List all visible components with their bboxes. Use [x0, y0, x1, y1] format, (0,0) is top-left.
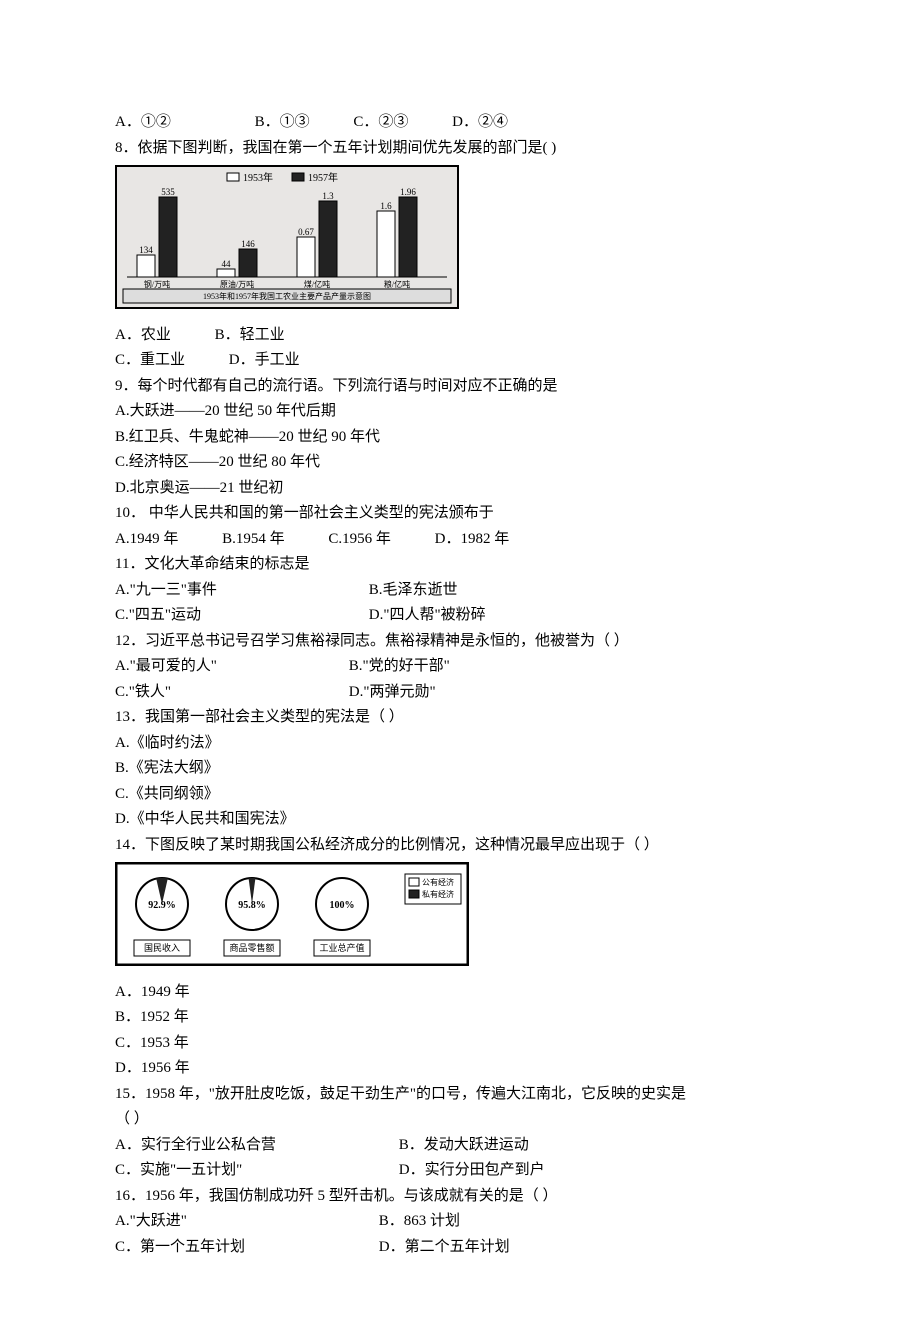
q8-opt-c: C．重工业: [115, 352, 185, 368]
q11-opt-a: A."九一三"事件: [115, 578, 365, 604]
q10-opt-a: A.1949 年: [115, 531, 178, 547]
q15-opt-b: B．发动大跃进运动: [399, 1137, 529, 1153]
q10-opt-c: C.1956 年: [328, 531, 391, 547]
q15-opt-d: D．实行分田包产到户: [399, 1162, 545, 1178]
q16-opt-c: C．第一个五年计划: [115, 1235, 375, 1261]
q8-opts-row1: A．农业 B．轻工业: [115, 323, 805, 349]
q11-opt-b: B.毛泽东逝世: [369, 582, 458, 598]
svg-text:原油/万吨: 原油/万吨: [220, 279, 254, 289]
svg-text:134: 134: [139, 245, 153, 255]
svg-text:1953年和1957年我国工农业主要产品产量示意图: 1953年和1957年我国工农业主要产品产量示意图: [203, 291, 371, 301]
svg-text:1.6: 1.6: [380, 201, 392, 211]
svg-text:工业总产值: 工业总产值: [319, 942, 364, 953]
svg-text:1957年: 1957年: [308, 171, 338, 184]
svg-text:商品零售额: 商品零售额: [229, 942, 274, 953]
q9-stem: 9．每个时代都有自己的流行语。下列流行语与时间对应不正确的是: [115, 374, 805, 400]
q14-pie-chart: 92.9% 国民收入 95.8% 商品零售额 100% 工业总产值 公有经济私有经济: [117, 864, 467, 964]
svg-text:煤/亿吨: 煤/亿吨: [304, 279, 330, 289]
q11-stem: 11．文化大革命结束的标志是: [115, 552, 805, 578]
svg-text:535: 535: [161, 187, 175, 197]
svg-text:1.96: 1.96: [400, 187, 416, 197]
q12-row1: A."最可爱的人" B."党的好干部": [115, 654, 805, 680]
q8-opt-a: A．农业: [115, 327, 171, 343]
q8-opt-d: D．手工业: [229, 352, 300, 368]
svg-text:公有经济: 公有经济: [422, 877, 454, 887]
q12-opt-d: D."两弹元勋": [349, 684, 436, 700]
q13-opt-c: C.《共同纲领》: [115, 782, 805, 808]
svg-text:1953年: 1953年: [243, 171, 273, 184]
q16-opt-a: A."大跃进": [115, 1209, 375, 1235]
svg-text:0.67: 0.67: [298, 227, 314, 237]
q16-opt-b: B．863 计划: [379, 1213, 460, 1229]
q16-row1: A."大跃进" B．863 计划: [115, 1209, 805, 1235]
svg-text:146: 146: [241, 239, 255, 249]
q9-opt-d: D.北京奥运——21 世纪初: [115, 476, 805, 502]
q10-stem: 10． 中华人民共和国的第一部社会主义类型的宪法颁布于: [115, 501, 805, 527]
q13-opt-b: B.《宪法大纲》: [115, 756, 805, 782]
q8-opt-b: B．轻工业: [215, 327, 285, 343]
q10-opt-b: B.1954 年: [222, 531, 285, 547]
q14-opt-b: B．1952 年: [115, 1005, 805, 1031]
q11-opt-c: C."四五"运动: [115, 603, 365, 629]
q14-opt-c: C．1953 年: [115, 1031, 805, 1057]
svg-text:100%: 100%: [330, 900, 355, 911]
svg-text:钢/万吨: 钢/万吨: [144, 279, 170, 289]
svg-text:私有经济: 私有经济: [422, 889, 454, 899]
q7-options: A．①② B．①③ C．②③ D．②④: [115, 110, 805, 136]
q7-opt-c: C．②③: [353, 114, 408, 130]
q15-row2: C．实施"一五计划" D．实行分田包产到户: [115, 1158, 805, 1184]
q13-opt-a: A.《临时约法》: [115, 731, 805, 757]
q14-stem: 14．下图反映了某时期我国公私经济成分的比例情况，这种情况最早应出现于（ ）: [115, 833, 805, 859]
q13-stem: 13．我国第一部社会主义类型的宪法是（ ）: [115, 705, 805, 731]
q15-opt-c: C．实施"一五计划": [115, 1158, 395, 1184]
q15-paren: （ ）: [115, 1107, 805, 1133]
q12-opt-c: C."铁人": [115, 680, 345, 706]
q15-stem: 15．1958 年，"放开肚皮吃饭，鼓足干劲生产"的口号，传遍大江南北，它反映的…: [115, 1082, 805, 1108]
q16-stem: 16．1956 年，我国仿制成功歼 5 型歼击机。与该成就有关的是（ ）: [115, 1184, 805, 1210]
q15-opt-a: A．实行全行业公私合营: [115, 1133, 395, 1159]
q14-opt-d: D．1956 年: [115, 1056, 805, 1082]
q8-opts-row2: C．重工业 D．手工业: [115, 348, 805, 374]
svg-text:国民收入: 国民收入: [144, 942, 180, 953]
q7-opt-a: A．①②: [115, 114, 171, 130]
q14-chart: 92.9% 国民收入 95.8% 商品零售额 100% 工业总产值 公有经济私有经济: [115, 862, 469, 966]
svg-text:1.3: 1.3: [322, 191, 334, 201]
q9-opt-a: A.大跃进——20 世纪 50 年代后期: [115, 399, 805, 425]
q7-opt-d: D．②④: [452, 114, 508, 130]
q12-opt-b: B."党的好干部": [349, 658, 450, 674]
q7-opt-b: B．①③: [255, 114, 310, 130]
q11-opt-d: D."四人帮"被粉碎: [369, 607, 486, 623]
q16-row2: C．第一个五年计划 D．第二个五年计划: [115, 1235, 805, 1261]
svg-text:92.9%: 92.9%: [148, 900, 176, 911]
q12-row2: C."铁人" D."两弹元勋": [115, 680, 805, 706]
q16-opt-d: D．第二个五年计划: [379, 1239, 510, 1255]
q13-opt-d: D.《中华人民共和国宪法》: [115, 807, 805, 833]
q15-row1: A．实行全行业公私合营 B．发动大跃进运动: [115, 1133, 805, 1159]
q9-opt-c: C.经济特区——20 世纪 80 年代: [115, 450, 805, 476]
svg-text:粮/亿吨: 粮/亿吨: [384, 279, 410, 289]
q11-row1: A."九一三"事件 B.毛泽东逝世: [115, 578, 805, 604]
q11-row2: C."四五"运动 D."四人帮"被粉碎: [115, 603, 805, 629]
q10-opts: A.1949 年 B.1954 年 C.1956 年 D．1982 年: [115, 527, 805, 553]
svg-text:95.8%: 95.8%: [238, 900, 266, 911]
svg-text:44: 44: [222, 259, 232, 269]
q8-chart: 1953年 1957年 134 535 钢/万吨 44 146 原油/万吨 0.67 1.3 煤/亿…: [115, 165, 459, 309]
q10-opt-d: D．1982 年: [435, 531, 510, 547]
q12-opt-a: A."最可爱的人": [115, 654, 345, 680]
q9-opt-b: B.红卫兵、牛鬼蛇神——20 世纪 90 年代: [115, 425, 805, 451]
q14-opt-a: A．1949 年: [115, 980, 805, 1006]
q8-bar-chart: 1953年 1957年 134 535 钢/万吨 44 146 原油/万吨 0.67 1.3 煤/亿…: [117, 167, 457, 307]
q8-stem: 8．依据下图判断，我国在第一个五年计划期间优先发展的部门是( ): [115, 136, 805, 162]
q12-stem: 12．习近平总书记号召学习焦裕禄同志。焦裕禄精神是永恒的，他被誉为（ ）: [115, 629, 805, 655]
